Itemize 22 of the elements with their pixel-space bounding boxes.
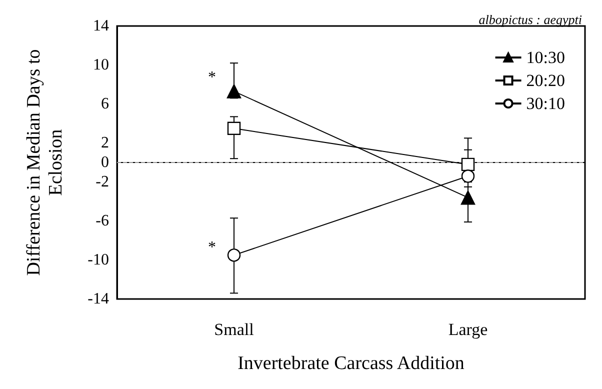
x-axis-title: Invertebrate Carcass Addition	[238, 353, 465, 374]
legend-label: 10:30	[526, 48, 566, 67]
legend-label: 20:20	[526, 71, 566, 90]
y-tick-label: 0	[101, 154, 109, 171]
x-tick-label: Small	[214, 320, 254, 339]
y-tick-label: -2	[96, 174, 109, 190]
point	[227, 122, 241, 135]
y-tick-label: -6	[96, 212, 109, 230]
annotation: *	[208, 238, 216, 256]
point	[461, 158, 475, 172]
point	[227, 248, 241, 262]
y-tick-label: -14	[88, 290, 109, 308]
annotation: *	[208, 69, 216, 86]
y-tick-label: 10	[93, 56, 109, 74]
y-axis-title: Difference in Median Days to Eclosion	[24, 49, 66, 276]
y-tick-label: 2	[101, 134, 109, 152]
y-tick-label: 14	[93, 18, 109, 34]
point	[461, 170, 475, 183]
y-tick-label: 6	[101, 96, 109, 112]
x-tick-label: Large	[448, 320, 488, 339]
legend-label: 30:10	[526, 94, 566, 113]
y-tick-label: -10	[88, 252, 109, 268]
